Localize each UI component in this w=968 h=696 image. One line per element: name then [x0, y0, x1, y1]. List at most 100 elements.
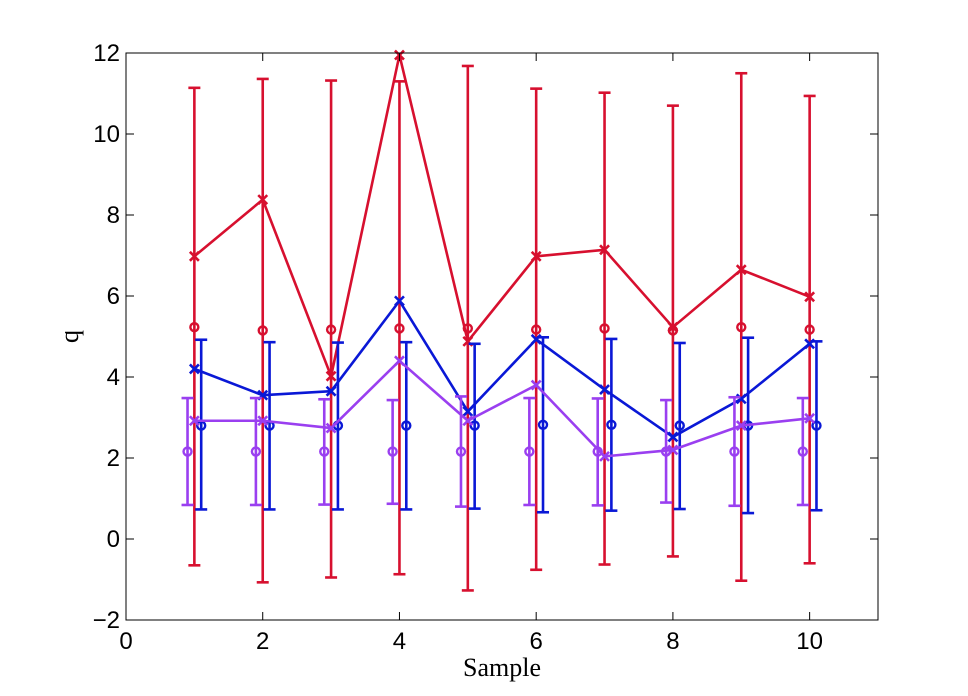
x-marker-blue: [667, 431, 679, 443]
x-marker-stroke: [462, 335, 474, 347]
circle-marker-purple: [182, 446, 193, 457]
x-marker-stroke: [257, 194, 269, 206]
x-marker-stroke: [599, 450, 610, 462]
x-marker-blue: [394, 295, 405, 307]
x-marker-stroke: [804, 412, 816, 424]
x-marker-purple: [599, 450, 610, 462]
x-marker-red: [530, 250, 542, 262]
y-tick-label: 6: [107, 283, 120, 310]
x-marker-blue: [804, 338, 816, 350]
y-tick-label: 12: [93, 40, 120, 67]
x-tick-label: 2: [256, 628, 269, 655]
x-marker-stroke: [667, 431, 679, 443]
x-marker-blue: [325, 385, 337, 397]
x-marker-blue: [530, 333, 542, 345]
circle-marker-red: [325, 324, 337, 335]
circle-marker-purple: [729, 446, 740, 457]
series-purple: [181, 355, 816, 508]
x-marker-stroke: [735, 393, 747, 405]
x-marker-stroke: [804, 291, 816, 303]
x-tick-label: 8: [666, 628, 679, 655]
x-marker-purple: [804, 412, 816, 424]
x-marker-stroke: [462, 415, 474, 427]
x-marker-blue: [735, 393, 747, 405]
circle-marker-purple: [797, 446, 808, 457]
x-marker-stroke: [735, 264, 747, 276]
x-marker-stroke: [394, 295, 405, 307]
x-marker-stroke: [188, 415, 200, 427]
circle-marker-red: [530, 324, 542, 335]
x-marker-purple: [257, 415, 269, 427]
x-tick-label: 10: [796, 628, 823, 655]
x-tick-label: 0: [119, 628, 132, 655]
y-tick-label: 10: [93, 121, 120, 148]
circle-marker-red: [736, 321, 747, 333]
circle-marker-red: [599, 323, 610, 334]
x-marker-purple: [462, 415, 474, 427]
x-marker-stroke: [325, 370, 337, 382]
x-marker-stroke: [599, 244, 610, 256]
circle-marker-blue: [606, 419, 617, 430]
y-tick-label: 2: [107, 445, 120, 472]
x-marker-purple: [188, 415, 200, 427]
plot-area: [181, 49, 823, 592]
y-tick-label: 0: [107, 526, 120, 553]
x-marker-purple: [394, 355, 405, 367]
series-blue: [188, 295, 823, 515]
x-marker-red: [188, 250, 200, 262]
x-marker-stroke: [667, 444, 679, 456]
x-axis-label: Sample: [463, 653, 541, 682]
series-line-red: [193, 53, 811, 378]
y-tick-label: −2: [93, 607, 120, 634]
x-tick-label: 4: [393, 628, 406, 655]
x-marker-red: [257, 194, 269, 206]
circle-marker-blue: [401, 420, 412, 431]
x-marker-purple: [667, 444, 679, 456]
series-line-blue: [193, 299, 811, 439]
x-marker-red: [804, 291, 816, 303]
x-marker-stroke: [257, 415, 269, 427]
x-marker-blue: [462, 406, 474, 417]
series-red: [188, 49, 816, 592]
circle-marker-red: [394, 323, 405, 334]
x-marker-stroke: [462, 406, 474, 417]
x-tick-label: 6: [530, 628, 543, 655]
x-marker-stroke: [530, 333, 542, 345]
x-marker-stroke: [188, 250, 200, 262]
x-marker-stroke: [735, 420, 747, 432]
circle-marker-blue: [469, 420, 480, 431]
axes-frame: [125, 52, 879, 621]
circle-marker-purple: [455, 446, 467, 457]
x-marker-red: [599, 244, 610, 256]
x-marker-stroke: [530, 379, 542, 391]
x-marker-blue: [599, 384, 610, 395]
circle-marker-red: [189, 321, 200, 333]
x-marker-stroke: [188, 363, 200, 375]
x-marker-purple: [735, 420, 747, 432]
circle-marker-purple: [524, 446, 535, 457]
circle-marker-purple: [250, 446, 262, 457]
circle-marker-blue: [811, 420, 822, 431]
x-marker-red: [735, 264, 747, 276]
x-marker-stroke: [667, 321, 679, 333]
x-marker-red: [667, 321, 679, 333]
x-marker-stroke: [599, 384, 610, 395]
x-marker-stroke: [325, 385, 337, 397]
y-tick-label: 8: [107, 202, 120, 229]
circle-marker-blue: [537, 419, 549, 430]
circle-marker-red: [804, 324, 815, 335]
y-axis-label: q: [55, 330, 84, 343]
x-marker-red: [325, 370, 337, 382]
series-line-purple: [194, 359, 810, 458]
circle-marker-blue: [674, 420, 685, 431]
y-tick-label: 4: [107, 364, 120, 391]
x-marker-stroke: [394, 355, 405, 367]
circle-marker-purple: [319, 446, 330, 457]
circle-marker-red: [257, 325, 268, 336]
x-marker-purple: [325, 422, 337, 434]
x-marker-blue: [188, 363, 200, 375]
